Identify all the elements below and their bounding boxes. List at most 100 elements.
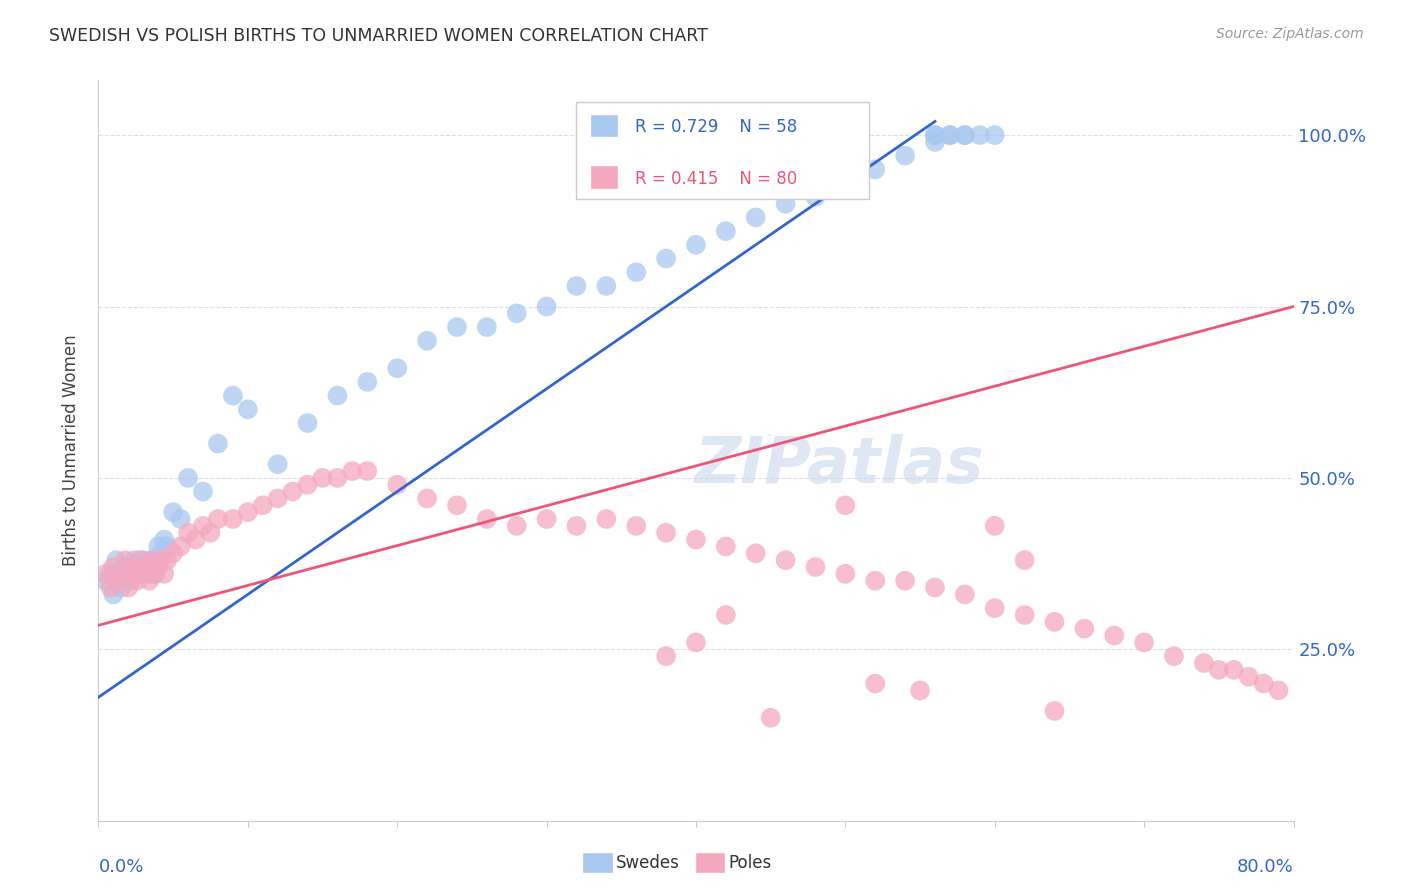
Point [110, 566, 132, 581]
Point [114, 553, 136, 567]
Point [156, 553, 179, 567]
Text: Source: ZipAtlas.com: Source: ZipAtlas.com [1216, 27, 1364, 41]
Point [143, 566, 166, 581]
Point [1043, 615, 1066, 629]
Point [924, 128, 946, 142]
Point [626, 519, 648, 533]
Point [311, 471, 333, 485]
Point [191, 484, 214, 499]
Point [924, 128, 946, 142]
Point [745, 546, 768, 560]
Point [565, 279, 588, 293]
Point [177, 525, 200, 540]
Point [141, 553, 163, 567]
Point [908, 683, 931, 698]
Point [110, 581, 132, 595]
Point [685, 635, 707, 649]
Point [98, 566, 122, 581]
Point [150, 546, 173, 560]
Point [939, 128, 962, 142]
Point [714, 607, 737, 622]
Point [103, 587, 125, 601]
Text: R = 0.729    N = 58: R = 0.729 N = 58 [636, 118, 797, 136]
Point [834, 566, 856, 581]
Point [120, 560, 142, 574]
Point [94, 574, 117, 588]
Point [714, 540, 737, 554]
Point [685, 237, 707, 252]
Point [98, 581, 122, 595]
Y-axis label: Births to Unmarried Women: Births to Unmarried Women [62, 334, 80, 566]
Point [138, 566, 160, 581]
Point [148, 560, 170, 574]
Point [506, 306, 529, 320]
Point [1014, 553, 1036, 567]
Point [207, 512, 229, 526]
Point [804, 560, 827, 574]
Point [655, 649, 678, 664]
Point [207, 436, 229, 450]
Point [150, 553, 173, 567]
Point [326, 471, 349, 485]
Point [759, 711, 782, 725]
Point [94, 566, 117, 581]
Point [804, 190, 827, 204]
Point [191, 519, 214, 533]
Point [775, 196, 797, 211]
Point [834, 498, 856, 512]
Point [984, 128, 1007, 142]
Point [655, 525, 678, 540]
Point [939, 128, 962, 142]
Point [1104, 628, 1126, 642]
Point [138, 574, 160, 588]
Point [326, 389, 349, 403]
Point [124, 566, 146, 581]
Point [924, 135, 946, 149]
Point [117, 566, 139, 581]
Point [506, 519, 529, 533]
Point [1014, 607, 1036, 622]
Point [169, 540, 191, 554]
Point [200, 525, 222, 540]
FancyBboxPatch shape [576, 103, 869, 199]
Text: Swedes: Swedes [616, 854, 679, 871]
Point [120, 574, 142, 588]
Point [924, 581, 946, 595]
Text: 0.0%: 0.0% [98, 858, 143, 876]
Text: Poles: Poles [728, 854, 772, 871]
Point [953, 587, 976, 601]
Point [385, 477, 409, 491]
Point [1133, 635, 1156, 649]
Point [143, 566, 166, 581]
Point [267, 457, 290, 471]
Point [222, 512, 245, 526]
Point [169, 512, 191, 526]
Point [1253, 676, 1275, 690]
Point [162, 505, 184, 519]
Point [385, 361, 409, 376]
Point [626, 265, 648, 279]
Point [416, 334, 439, 348]
Point [135, 560, 157, 574]
Point [132, 553, 155, 567]
Point [775, 553, 797, 567]
Point [984, 519, 1007, 533]
Point [953, 128, 976, 142]
Point [565, 519, 588, 533]
Point [105, 553, 128, 567]
Point [865, 574, 887, 588]
Point [124, 553, 146, 567]
Point [446, 498, 468, 512]
FancyBboxPatch shape [591, 167, 617, 187]
Text: SWEDISH VS POLISH BIRTHS TO UNMARRIED WOMEN CORRELATION CHART: SWEDISH VS POLISH BIRTHS TO UNMARRIED WO… [49, 27, 709, 45]
Point [595, 279, 617, 293]
Point [135, 560, 157, 574]
Point [129, 553, 152, 567]
Point [342, 464, 364, 478]
Point [127, 574, 149, 588]
Point [1223, 663, 1246, 677]
Point [281, 484, 304, 499]
Point [236, 402, 259, 417]
Point [117, 581, 139, 595]
Point [894, 149, 917, 163]
